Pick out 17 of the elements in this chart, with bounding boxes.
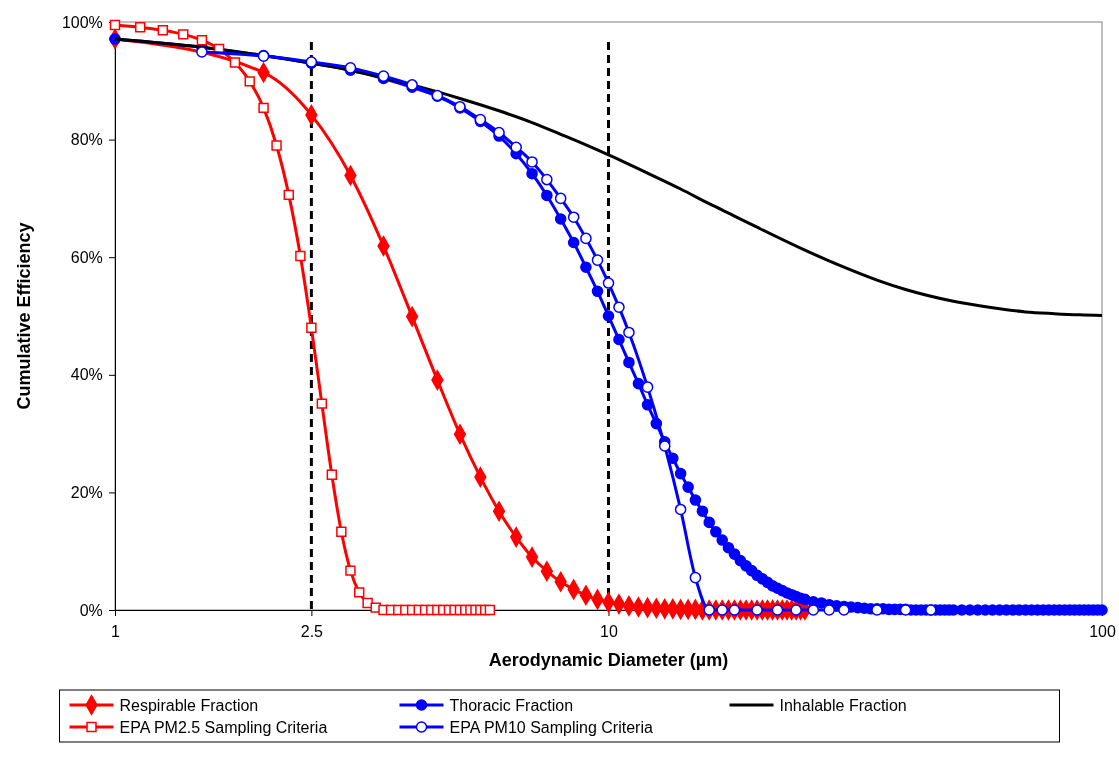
legend-label: Thoracic Fraction bbox=[449, 697, 574, 714]
legend-label: EPA PM2.5 Sampling Criteria bbox=[119, 719, 328, 736]
x-tick-label: 2.5 bbox=[300, 622, 324, 640]
y-tick-label: 100% bbox=[61, 13, 103, 31]
legend-label: Respirable Fraction bbox=[119, 697, 259, 714]
y-tick-label: 0% bbox=[79, 601, 103, 619]
y-tick-label: 40% bbox=[70, 366, 103, 384]
y-tick-label: 20% bbox=[70, 484, 103, 502]
x-tick-label: 100 bbox=[1089, 622, 1116, 640]
x-tick-label: 10 bbox=[600, 622, 618, 640]
legend-label: Inhalable Fraction bbox=[779, 697, 907, 714]
y-tick-label: 80% bbox=[70, 131, 103, 149]
x-axis-title: Aerodynamic Diameter (µm) bbox=[488, 650, 729, 670]
y-axis-title: Cumulative Efficiency bbox=[14, 222, 34, 410]
y-tick-label: 60% bbox=[70, 248, 103, 266]
legend-label: EPA PM10 Sampling Criteria bbox=[449, 719, 653, 736]
x-tick-label: 1 bbox=[111, 622, 121, 640]
